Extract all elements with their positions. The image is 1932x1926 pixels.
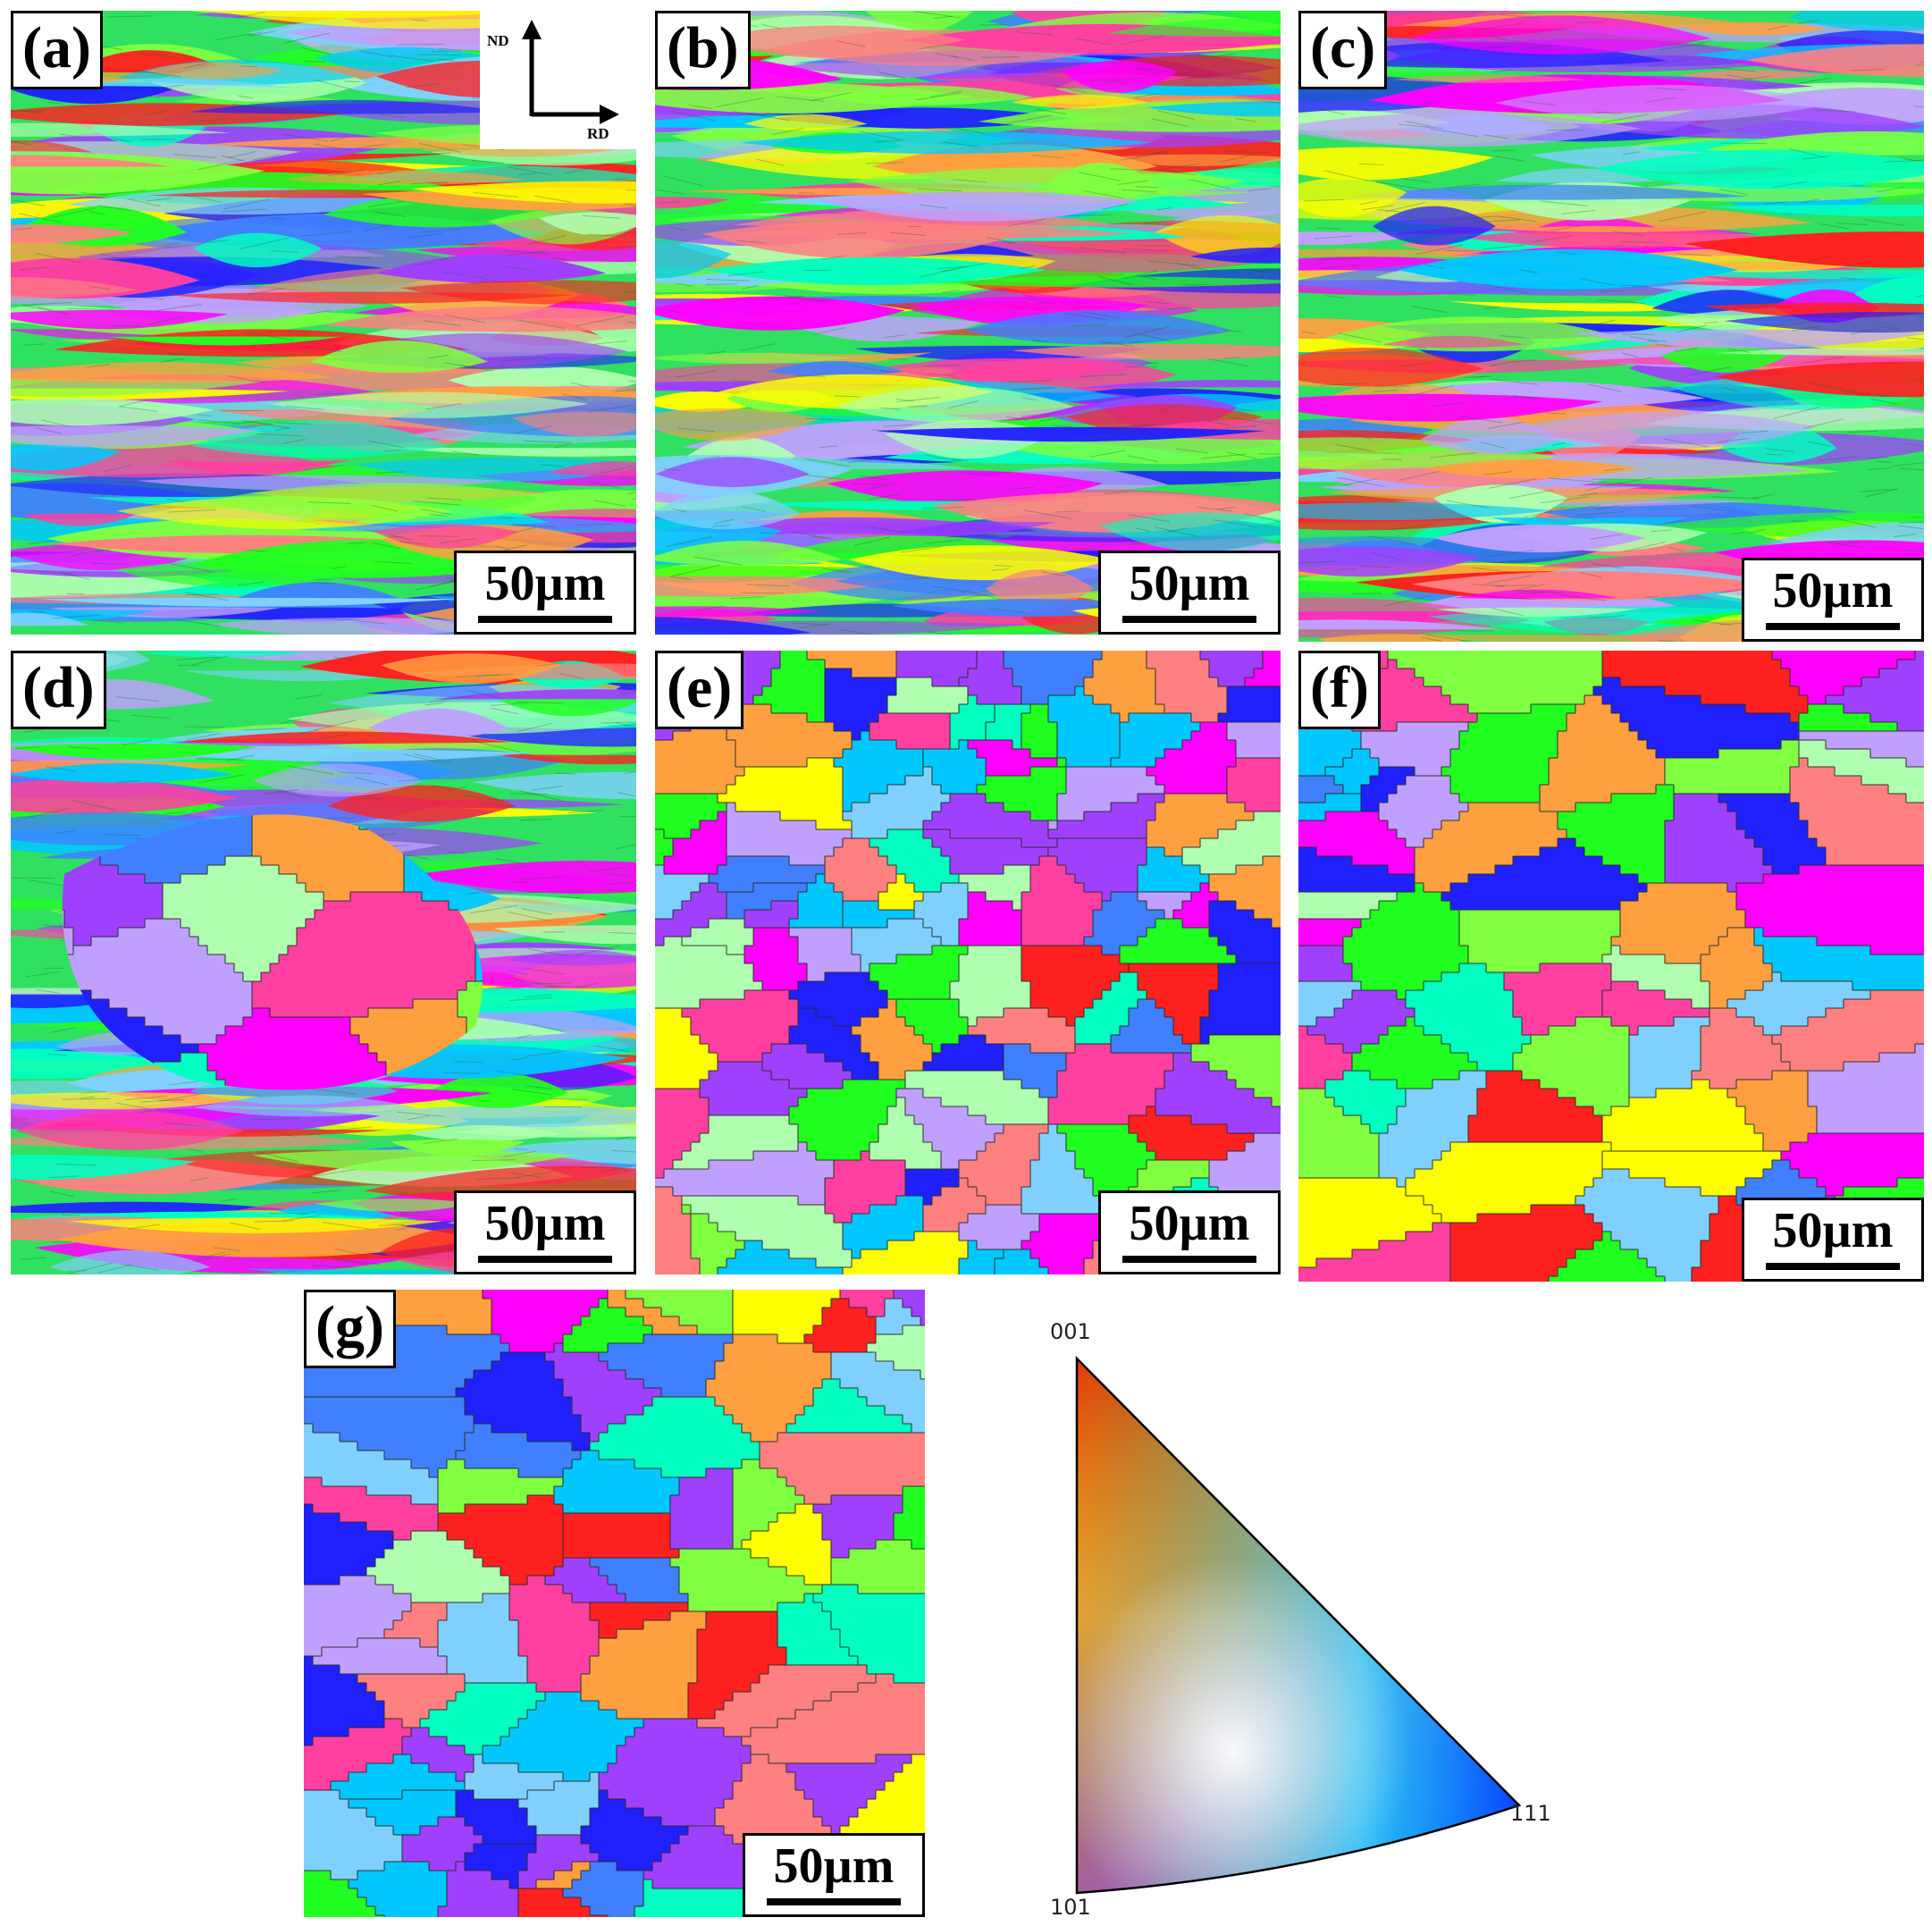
panel-b: (b) 50µm — [655, 11, 1281, 635]
panel-c: (c) 50µm — [1298, 11, 1924, 642]
scale-bar: 50µm — [454, 551, 636, 635]
panel-a: ND RD (a) 50µm — [11, 11, 636, 635]
scale-bar: 50µm — [454, 1190, 636, 1274]
panel-label: (f) — [1298, 651, 1381, 729]
panel-label: (e) — [655, 651, 743, 729]
panel-e: (e) 50µm — [655, 651, 1281, 1274]
scale-bar: 50µm — [1742, 1198, 1924, 1282]
scale-bar-label: 50µm — [1744, 1206, 1921, 1256]
ipf-label-001: 001 — [1050, 1319, 1091, 1344]
panel-label: (g) — [304, 1290, 396, 1368]
scale-bar-label: 50µm — [457, 1198, 634, 1249]
panel-g: (g) 50µm — [304, 1290, 925, 1917]
panel-label: (a) — [11, 11, 103, 89]
scale-bar-line — [1122, 616, 1256, 623]
ebsd-map-c — [1298, 11, 1924, 642]
scale-bar: 50µm — [1098, 551, 1281, 635]
ebsd-map-d — [11, 651, 636, 1274]
panel-d: (d) 50µm — [11, 651, 636, 1274]
ipf-label-111: 111 — [1510, 1801, 1551, 1826]
orientation-axes: ND RD — [480, 11, 636, 149]
panel-label: (d) — [11, 651, 106, 729]
scale-bar-line — [1766, 1263, 1900, 1270]
scale-bar-label: 50µm — [1744, 566, 1921, 616]
panel-label: (b) — [655, 11, 751, 89]
panel-label: (c) — [1298, 11, 1387, 89]
scale-bar: 50µm — [1742, 558, 1924, 642]
scale-bar-line — [478, 616, 612, 623]
scale-bar-label: 50µm — [457, 559, 634, 609]
scale-bar: 50µm — [743, 1833, 925, 1917]
ebsd-map-f — [1298, 651, 1924, 1282]
axis-label-rd: RD — [587, 125, 609, 143]
scale-bar-line — [1122, 1256, 1256, 1263]
ebsd-map-g — [304, 1290, 925, 1917]
scale-bar: 50µm — [1098, 1190, 1281, 1274]
ipf-triangle — [1028, 1314, 1582, 1922]
scale-bar-label: 50µm — [1101, 1198, 1278, 1249]
scale-bar-label: 50µm — [745, 1841, 922, 1891]
ipf-color-key: 001 101 111 — [1028, 1314, 1582, 1922]
scale-bar-line — [1766, 623, 1900, 630]
ebsd-map-b — [655, 11, 1281, 635]
panel-f: (f) 50µm — [1298, 651, 1924, 1282]
scale-bar-label: 50µm — [1101, 559, 1278, 609]
axis-label-nd: ND — [487, 32, 509, 50]
ebsd-map-e — [655, 651, 1281, 1274]
scale-bar-line — [767, 1898, 901, 1905]
ipf-label-101: 101 — [1050, 1895, 1091, 1920]
scale-bar-line — [478, 1256, 612, 1263]
